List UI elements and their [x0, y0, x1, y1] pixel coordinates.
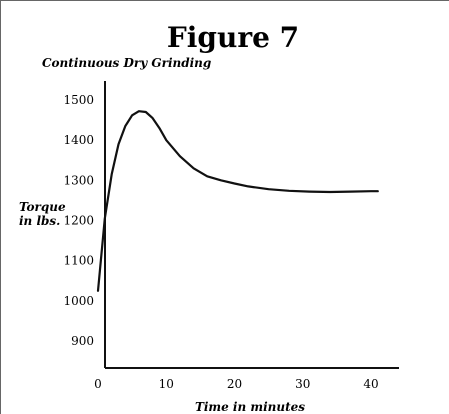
y-tick-label: 1500	[63, 93, 94, 107]
torque-series-line	[96, 110, 379, 292]
y-tick-label: 1400	[63, 133, 94, 147]
y-axis-label-line-2: in lbs.	[19, 214, 60, 228]
y-tick-label: 1300	[63, 173, 94, 187]
x-tick-label: 10	[159, 377, 174, 391]
x-tick-label: 20	[227, 377, 242, 391]
x-tick-label: 0	[94, 377, 102, 391]
torque-series-points	[97, 111, 378, 291]
y-tick-label: 1200	[63, 214, 94, 228]
x-tick-labels: 0 10 20 30 40	[94, 377, 378, 391]
y-tick-label: 1100	[63, 254, 94, 268]
y-axis-label-line-1: Torque	[19, 200, 66, 214]
x-tick-label: 40	[363, 377, 378, 391]
chart-title: Figure 7	[167, 21, 299, 54]
y-tick-labels: 900 1000 1100 1200 1300 1400 1500	[63, 93, 94, 348]
chart-subtitle: Continuous Dry Grinding	[42, 56, 211, 70]
y-tick-label: 900	[71, 334, 94, 348]
y-tick-label: 1000	[63, 294, 94, 308]
x-tick-label: 30	[295, 377, 310, 391]
x-axis-label: Time in minutes	[195, 400, 305, 414]
